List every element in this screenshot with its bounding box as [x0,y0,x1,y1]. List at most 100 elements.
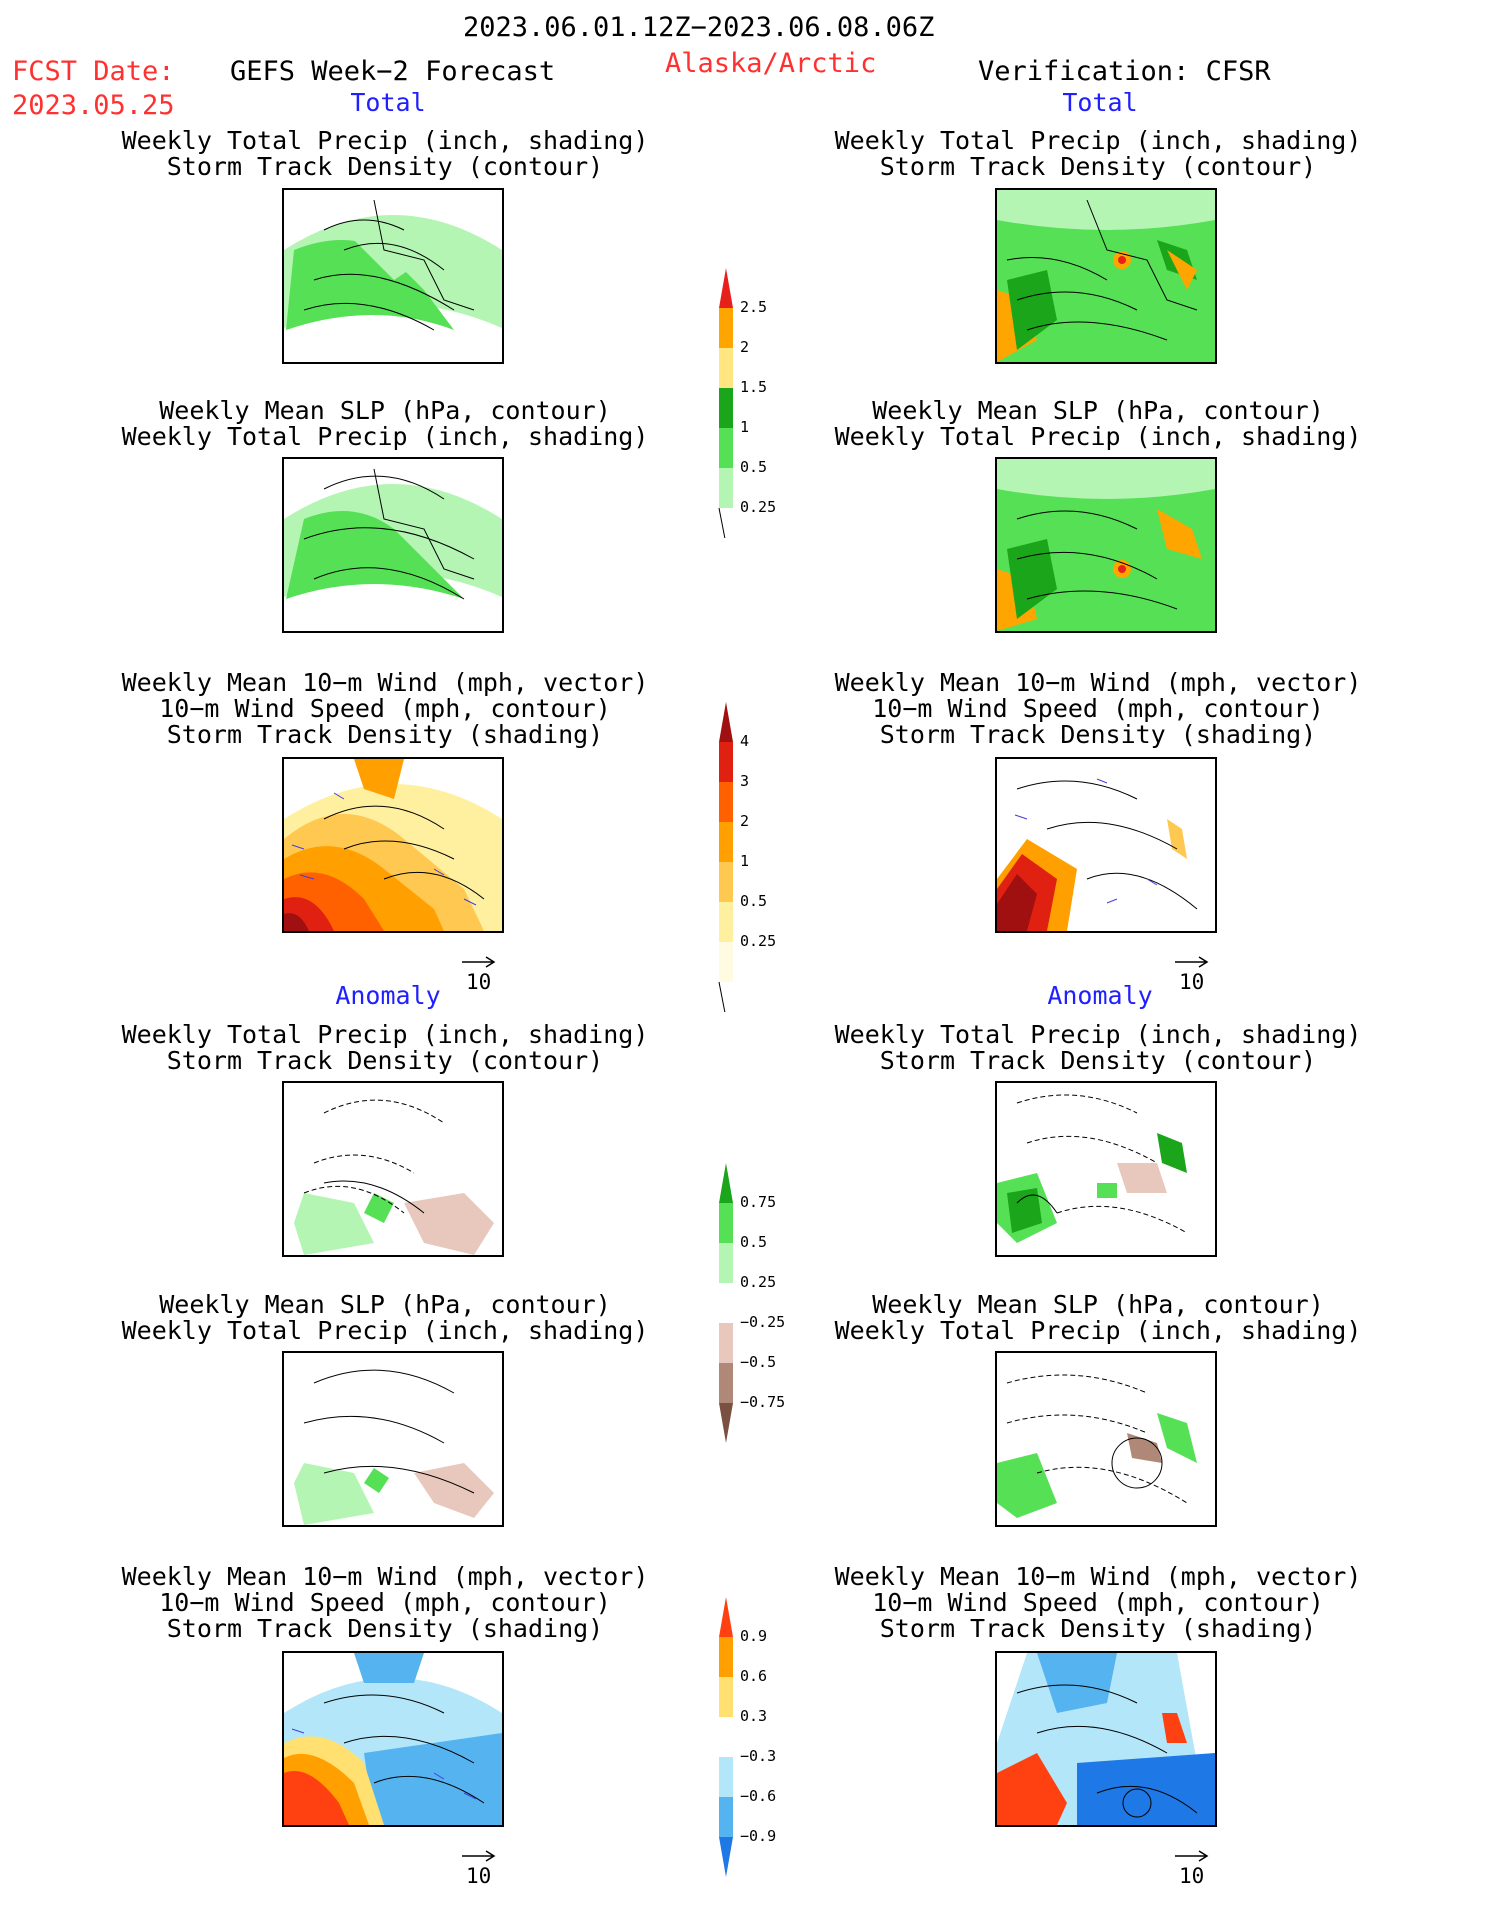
precip_anom-segment-0 [719,1163,733,1203]
title-r6-b: 10−m Wind Speed (mph, contour) [872,1588,1324,1617]
precip_total-segment-0 [719,268,733,308]
map-wind-track-forecast [282,757,504,933]
title-l5-b: Weekly Total Precip (inch, shading) [121,1316,649,1345]
title-r6-a: Weekly Mean 10−m Wind (mph, vector) [834,1562,1362,1591]
map-anom-slp-precip-verification [995,1351,1217,1527]
track_total-segment-2 [719,782,733,822]
track_anom-segment-6 [719,1837,733,1877]
precip_anom-label-1: 0.5 [740,1233,768,1251]
map-anom-slp-precip-forecast [282,1351,504,1527]
precip_total-tail [718,507,726,538]
map-total-precip-verification [995,188,1217,364]
track_anom-segment-5 [719,1797,733,1837]
precip_total-segment-2 [719,348,733,388]
title-r5-b: Weekly Total Precip (inch, shading) [834,1316,1362,1345]
fcst-label: FCST Date: [12,56,175,87]
track_anom-label-3: −0.3 [740,1747,777,1765]
title-r1-a: Weekly Total Precip (inch, shading) [834,126,1362,155]
track_total-segment-3 [719,822,733,862]
title-r3-a: Weekly Mean 10−m Wind (mph, vector) [834,668,1362,697]
anomaly-label-right: Anomaly [1047,981,1153,1010]
title-l4-a: Weekly Total Precip (inch, shading) [121,1020,649,1049]
title-l6-b: 10−m Wind Speed (mph, contour) [159,1588,611,1617]
precip_total-label-5: 0.25 [740,498,777,516]
verification-title: Verification: CFSR [978,56,1271,87]
track_anom-segment-2 [719,1677,733,1717]
precip_total-label-2: 1.5 [740,378,768,396]
precip_anom-svg [719,1163,733,1443]
vector-ref-arrow-r6 [1175,1847,1215,1866]
track_anom-label-2: 0.3 [740,1707,768,1725]
track_total-svg [718,702,733,1012]
vector-ref-arrow-l6 [462,1847,502,1866]
precip_total-segment-3 [719,388,733,428]
title-l3-b: 10−m Wind Speed (mph, contour) [159,694,611,723]
precip_anom-segment-1 [719,1203,733,1243]
title-r6-c: Storm Track Density (shading) [879,1614,1317,1643]
title-l6-a: Weekly Mean 10−m Wind (mph, vector) [121,1562,649,1591]
track_total-label-4: 0.5 [740,892,768,910]
title-r2-a: Weekly Mean SLP (hPa, contour) [872,396,1324,425]
title-l5-a: Weekly Mean SLP (hPa, contour) [159,1290,611,1319]
title-r5-a: Weekly Mean SLP (hPa, contour) [872,1290,1324,1319]
map-anom-wind-track-forecast [282,1651,504,1827]
region-title: Alaska/Arctic [665,48,877,79]
precip_anom-segment-4 [719,1323,733,1363]
precip_total-segment-1 [719,308,733,348]
precip_anom-segment-6 [719,1403,733,1443]
precip_anom-label-5: −0.75 [740,1393,786,1411]
title-r3-b: 10−m Wind Speed (mph, contour) [872,694,1324,723]
title-l1-b: Storm Track Density (contour) [166,152,604,181]
track_total-label-3: 1 [740,852,750,870]
precip_total-svg [718,268,733,538]
track_total-label-5: 0.25 [740,932,777,950]
precip_total-label-4: 0.5 [740,458,768,476]
track_total-label-2: 2 [740,812,750,830]
precip_anom-label-4: −0.5 [740,1353,777,1371]
vector-ref-label-l6: 10 [466,1864,492,1888]
title-r2-b: Weekly Total Precip (inch, shading) [834,422,1362,451]
track_anom-label-1: 0.6 [740,1667,768,1685]
track_total-tail [718,981,726,1012]
title-l3-c: Storm Track Density (shading) [166,720,604,749]
track_total-segment-5 [719,902,733,942]
title-r4-b: Storm Track Density (contour) [879,1046,1317,1075]
track_anom-segment-1 [719,1637,733,1677]
map-total-precip-forecast [282,188,504,364]
total-label-right: Total [1062,88,1138,117]
track_anom-label-0: 0.9 [740,1627,768,1645]
precip_anom-segment-3 [719,1283,733,1323]
map-anom-precip-forecast [282,1081,504,1257]
valid-range: 2023.06.01.12Z−2023.06.08.06Z [463,12,935,43]
track_total-segment-0 [719,702,733,742]
total-label-left: Total [350,88,426,117]
map-wind-track-verification [995,757,1217,933]
vector-ref-label-r6: 10 [1179,1864,1205,1888]
anomaly-label-left: Anomaly [335,981,441,1010]
map-slp-precip-verification [995,457,1217,633]
title-l4-b: Storm Track Density (contour) [166,1046,604,1075]
track_total-segment-1 [719,742,733,782]
track_anom-segment-0 [719,1597,733,1637]
track_total-label-1: 3 [740,772,750,790]
model-title: GEFS Week−2 Forecast [230,56,556,87]
precip_total-label-1: 2 [740,338,750,356]
title-l1-a: Weekly Total Precip (inch, shading) [121,126,649,155]
title-r4-a: Weekly Total Precip (inch, shading) [834,1020,1362,1049]
title-l3-a: Weekly Mean 10−m Wind (mph, vector) [121,668,649,697]
precip_total-label-0: 2.5 [740,298,768,316]
fcst-date: 2023.05.25 [12,90,175,121]
track_total-label-0: 4 [740,732,750,750]
track_anom-segment-4 [719,1757,733,1797]
vector-ref-label-r3: 10 [1179,970,1205,994]
title-l6-c: Storm Track Density (shading) [166,1614,604,1643]
precip_anom-segment-5 [719,1363,733,1403]
track_anom-label-5: −0.9 [740,1827,777,1845]
precip_anom-label-0: 0.75 [740,1193,777,1211]
map-anom-precip-verification [995,1081,1217,1257]
map-slp-precip-forecast [282,457,504,633]
track_anom-segment-3 [719,1717,733,1757]
vector-ref-label-l3: 10 [466,970,492,994]
title-r1-b: Storm Track Density (contour) [879,152,1317,181]
track_anom-svg [719,1597,733,1877]
